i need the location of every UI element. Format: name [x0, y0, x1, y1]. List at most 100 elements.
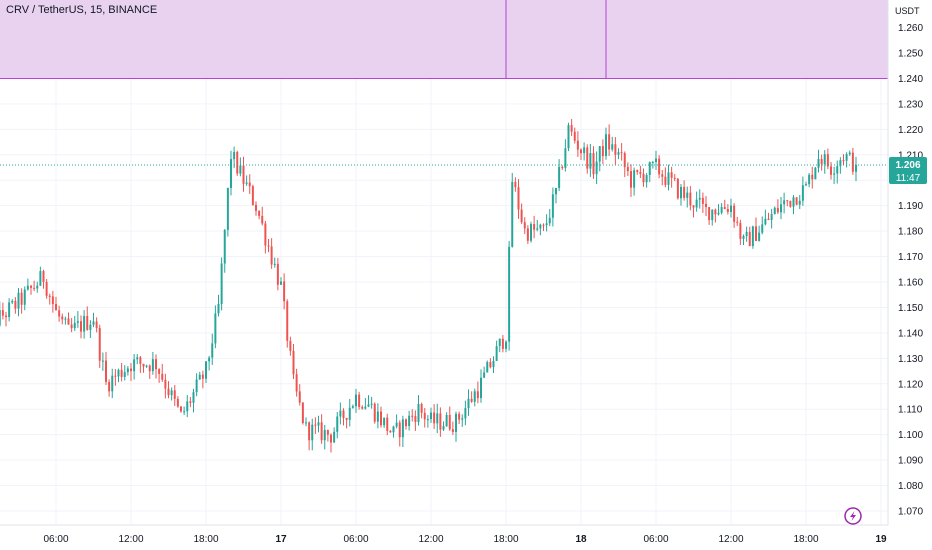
candle-body — [420, 403, 423, 413]
candle-body — [67, 318, 70, 325]
candle-body — [51, 296, 54, 305]
lightning-icon[interactable] — [844, 507, 862, 525]
candle-body — [239, 165, 242, 174]
candle-body — [161, 373, 164, 380]
price-tick-label: 1.080 — [898, 481, 923, 492]
candle-body — [698, 197, 701, 200]
candle-body — [645, 175, 648, 183]
candle-body — [542, 224, 545, 226]
candle-body — [583, 147, 586, 154]
time-tick-label: 18 — [575, 534, 587, 545]
candle-body — [492, 360, 495, 368]
candle-body — [839, 160, 842, 167]
candle-body — [426, 419, 429, 421]
candle-body — [820, 158, 823, 165]
candle-body — [730, 205, 732, 212]
candle-body — [842, 160, 845, 162]
candle-body — [833, 173, 836, 175]
candle-body — [505, 341, 507, 349]
candle-body — [39, 271, 42, 286]
time-tick-label: 12:00 — [418, 534, 443, 545]
candle-body — [26, 285, 29, 290]
candle-body — [442, 426, 445, 430]
candle-body — [430, 412, 432, 420]
price-tick-label: 1.070 — [898, 507, 923, 518]
candle-body — [461, 418, 464, 420]
candle-body — [630, 171, 632, 188]
candle-body — [745, 231, 748, 237]
candle-body — [451, 429, 454, 432]
candle-body — [376, 411, 379, 422]
chart-title: CRV / TetherUS, 15, BINANCE — [6, 4, 158, 16]
candle-body — [361, 406, 364, 409]
candle-body — [711, 209, 714, 221]
candle-body — [70, 324, 73, 329]
candle-body — [776, 207, 779, 213]
candle-body — [533, 224, 536, 230]
candle-body — [408, 415, 411, 427]
candle-body — [786, 200, 789, 202]
candle-body — [642, 173, 645, 183]
price-tick-label: 1.160 — [898, 278, 923, 289]
candle-body — [195, 379, 198, 393]
candle-body — [411, 415, 414, 417]
candle-body — [598, 146, 601, 162]
candle-body — [386, 417, 389, 431]
candle-body — [401, 419, 404, 438]
candle-body — [773, 207, 776, 215]
candle-body — [133, 359, 136, 372]
candle-body — [320, 422, 323, 441]
candle-body — [726, 209, 729, 212]
candle-body — [367, 404, 370, 407]
candle-body — [445, 414, 448, 427]
candle-body — [405, 419, 407, 427]
candle-body — [392, 426, 395, 433]
candle-body — [351, 406, 354, 408]
candle-body — [826, 154, 829, 167]
candle-body — [705, 203, 707, 208]
candle-body — [80, 321, 82, 332]
candle-body — [142, 363, 145, 367]
candle-body — [223, 229, 226, 264]
candle-body — [658, 158, 661, 175]
candle-body — [817, 158, 820, 168]
candle-body — [64, 318, 67, 320]
candle-body — [48, 295, 51, 297]
candle-body — [423, 412, 426, 420]
resistance-zone — [0, 0, 888, 79]
candle-body — [355, 394, 357, 407]
candle-body — [17, 292, 20, 309]
candle-body — [708, 207, 711, 221]
candle-body — [489, 362, 492, 368]
candle-body — [261, 215, 264, 224]
candle-body — [248, 182, 251, 187]
candle-body — [611, 144, 614, 150]
candle-body — [608, 134, 611, 150]
candle-body — [576, 140, 579, 150]
candle-body — [686, 192, 689, 198]
candle-body — [623, 153, 626, 168]
candle-body — [801, 185, 804, 201]
candle-body — [251, 186, 254, 205]
candle-body — [483, 372, 486, 378]
candle-body — [467, 398, 470, 409]
candle-body — [464, 408, 467, 419]
candle-body — [348, 407, 351, 420]
countdown-timer: 11:47 — [896, 173, 921, 184]
candle-body — [798, 200, 801, 205]
candle-body — [551, 194, 554, 218]
candle-body — [11, 300, 14, 303]
candle-body — [780, 204, 782, 213]
candle-body — [180, 406, 182, 412]
candle-body — [311, 424, 314, 441]
time-axis[interactable]: 06:00 12:00 18:00 17 06:00 12:00 18:00 18 06:00 1… — [43, 534, 887, 545]
candle-body — [58, 310, 61, 317]
candle-body — [73, 322, 76, 329]
candle-body — [283, 281, 286, 302]
candle-body — [139, 357, 142, 364]
time-tick-label: 17 — [275, 534, 287, 545]
candle-body — [280, 281, 282, 285]
candle-body — [92, 321, 95, 325]
candle-body — [501, 338, 504, 349]
